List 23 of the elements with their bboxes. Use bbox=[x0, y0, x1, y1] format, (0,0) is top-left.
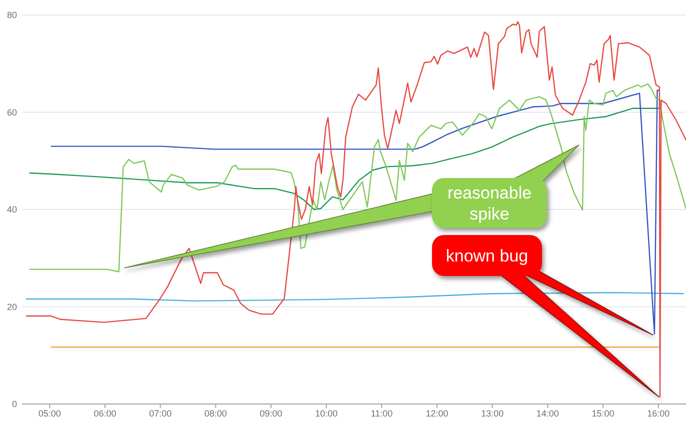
x-tick-label: 06:00 bbox=[94, 408, 116, 418]
line-series bbox=[50, 90, 660, 335]
x-tick-label: 09:00 bbox=[260, 408, 282, 418]
line-series bbox=[26, 292, 684, 302]
y-tick-label: 60 bbox=[6, 107, 17, 118]
x-tick-label: 13:00 bbox=[481, 408, 504, 418]
x-tick-label: 08:00 bbox=[204, 408, 227, 418]
x-tick-label: 11:00 bbox=[370, 408, 393, 418]
x-tick-label: 07:00 bbox=[149, 408, 172, 418]
line-series bbox=[29, 83, 686, 272]
x-tick-label: 16:00 bbox=[647, 408, 670, 418]
x-tick-label: 10:00 bbox=[315, 408, 338, 418]
annotation: reasonable spike bbox=[447, 182, 532, 224]
x-tick-label: 12:00 bbox=[426, 408, 448, 418]
y-tick-label: 80 bbox=[6, 10, 17, 20]
y-tick-label: 40 bbox=[6, 204, 17, 215]
line-series bbox=[26, 21, 686, 398]
y-tick-label: 20 bbox=[6, 302, 17, 312]
annotation: known bug bbox=[446, 246, 528, 265]
x-tick-label: 15:00 bbox=[592, 408, 614, 418]
x-tick-label: 14:00 bbox=[536, 408, 559, 418]
x-tick-label: 05:00 bbox=[38, 408, 61, 418]
y-tick-label: 0 bbox=[12, 399, 17, 410]
